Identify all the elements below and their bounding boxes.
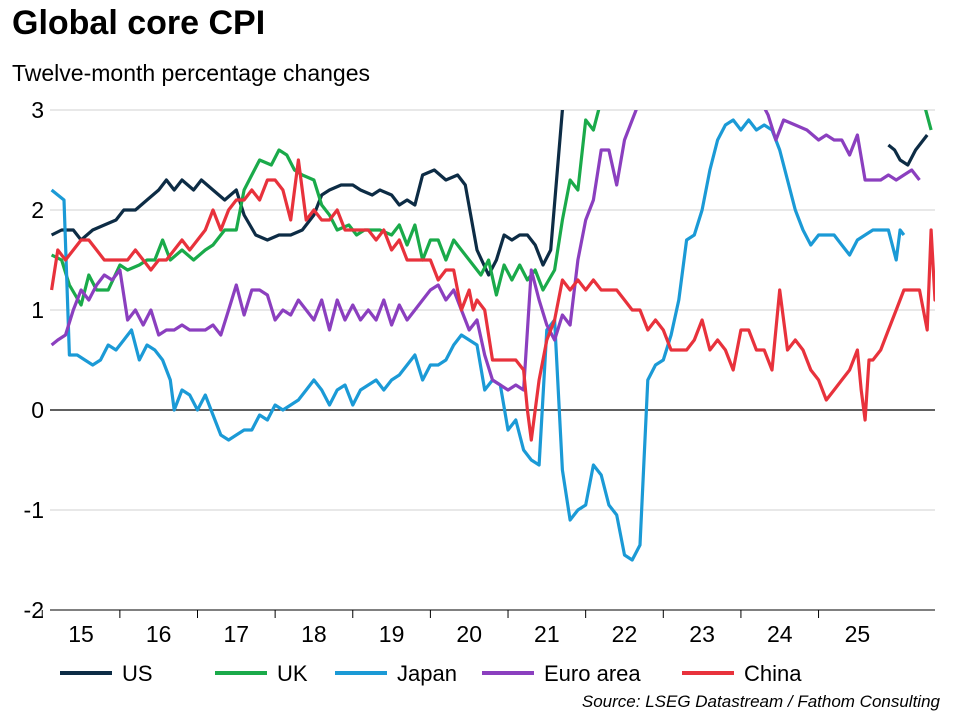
legend-label-us: US	[122, 661, 153, 686]
series-line-china	[50, 158, 935, 442]
x-tick-label: 20	[456, 621, 482, 647]
y-tick-label: -1	[24, 497, 44, 523]
x-tick-label: 17	[224, 621, 250, 647]
y-tick-label: 1	[31, 297, 44, 323]
y-tick-label: -2	[24, 597, 44, 623]
chart-subtitle: Twelve-month percentage changes	[12, 60, 370, 86]
series-line-japan	[50, 118, 906, 562]
legend-label-japan: Japan	[397, 661, 457, 686]
x-tick-label: 15	[68, 621, 94, 647]
chart-title: Global core CPI	[12, 4, 266, 42]
series-line-us	[887, 134, 929, 167]
series-line-uk	[923, 110, 933, 131]
series-line-uk	[50, 110, 601, 307]
x-tick-label: 18	[301, 621, 327, 647]
legend-label-uk: UK	[277, 661, 308, 686]
x-tick-label: 25	[845, 621, 871, 647]
series-line-us	[50, 110, 565, 277]
y-tick-label: 2	[31, 197, 44, 223]
x-tick-label: 22	[612, 621, 638, 647]
legend-label-china: China	[744, 661, 802, 686]
x-tick-label: 19	[379, 621, 405, 647]
x-tick-label: 16	[146, 621, 172, 647]
x-tick-label: 24	[767, 621, 793, 647]
x-tick-label: 23	[689, 621, 715, 647]
y-tick-label: 3	[31, 97, 44, 123]
source-note: Source: LSEG Datastream / Fathom Consult…	[581, 692, 940, 711]
series-line-euro-area	[763, 110, 921, 182]
y-tick-label: 0	[31, 397, 44, 423]
series-line-euro-area	[50, 110, 638, 392]
x-tick-label: 21	[534, 621, 560, 647]
legend-label-euro-area: Euro area	[544, 661, 641, 686]
